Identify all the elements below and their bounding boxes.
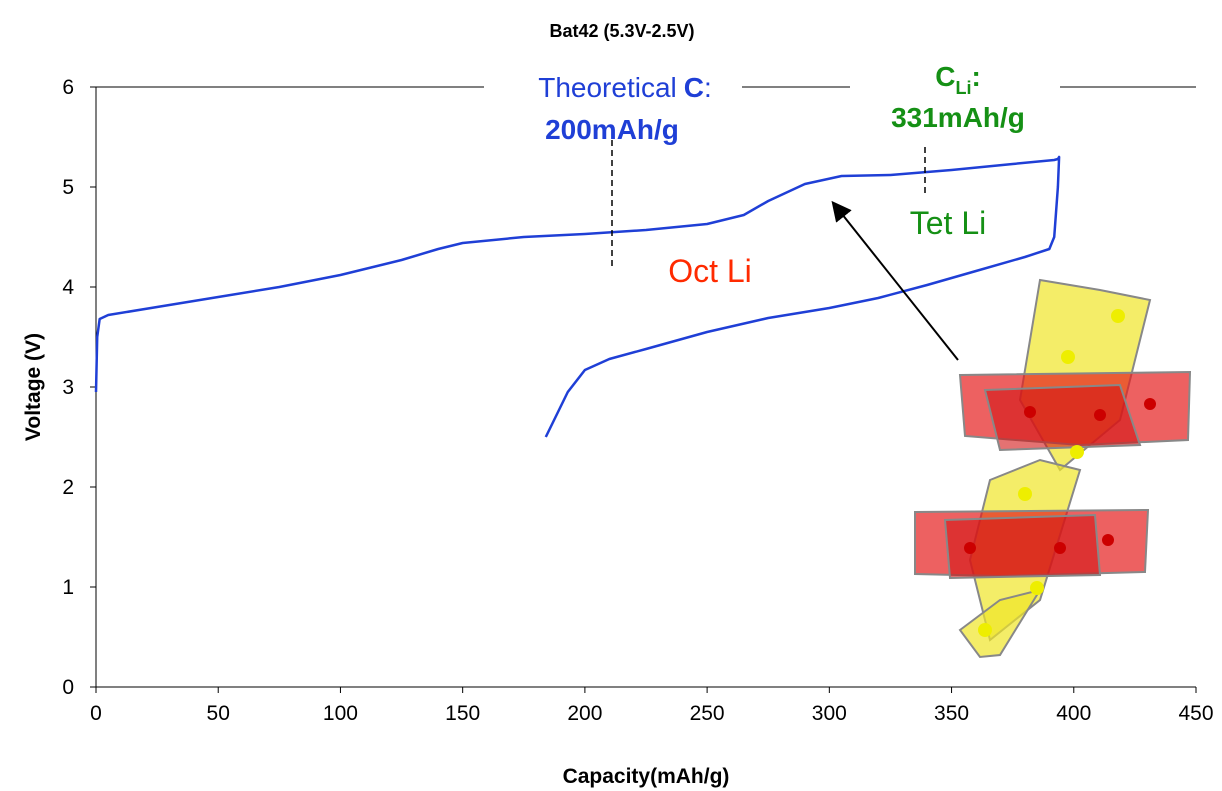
y-tick-label: 3 <box>62 376 74 399</box>
annotation: CLi: <box>935 61 981 98</box>
x-tick-label: 450 <box>1178 702 1213 725</box>
x-tick-label: 250 <box>690 702 725 725</box>
annotation-text: Theoretical <box>538 72 677 103</box>
plot-area: 0 1 2 3 4 5 6 0 50 100 150 200 250 300 350 400 450 <box>62 76 1213 725</box>
label-background <box>850 55 1060 95</box>
data-line <box>94 155 1061 438</box>
chart-title: Bat42 (5.3V-2.5V) <box>549 21 694 41</box>
x-tick-label: 100 <box>323 702 358 725</box>
x-tick-label: 150 <box>445 702 480 725</box>
annotation: Tet Li <box>910 205 986 241</box>
x-tick-label: 350 <box>934 702 969 725</box>
annotation-text: : <box>704 72 712 103</box>
y-tick-label: 6 <box>62 76 74 99</box>
y-tick-label: 4 <box>62 276 74 299</box>
y-tick-label: 1 <box>62 576 74 599</box>
arrow <box>831 200 959 361</box>
annotation: 331mAh/g <box>891 102 1025 133</box>
annotation: Theoretical C: <box>538 72 712 103</box>
annotation-text: C <box>935 61 955 92</box>
x-tick-label: 300 <box>812 702 847 725</box>
annotation-text: : <box>971 61 980 92</box>
x-tick-label: 0 <box>90 702 102 725</box>
annotation-text: Li <box>955 78 971 98</box>
y-axis-label: Voltage (V) <box>22 333 45 441</box>
x-tick-label: 50 <box>207 702 230 725</box>
annotation: Oct Li <box>668 253 752 289</box>
x-tick-label: 400 <box>1056 702 1091 725</box>
x-tick-label: 200 <box>567 702 602 725</box>
crystal-structure <box>914 278 1192 659</box>
label-background <box>484 68 742 108</box>
y-tick-label: 0 <box>62 676 74 699</box>
y-tick-label: 2 <box>62 476 74 499</box>
y-tick-label: 5 <box>62 176 74 199</box>
annotation: 200mAh/g <box>545 114 679 145</box>
x-axis-label: Capacity(mAh/g) <box>563 765 730 788</box>
annotation-text: C <box>684 72 704 103</box>
